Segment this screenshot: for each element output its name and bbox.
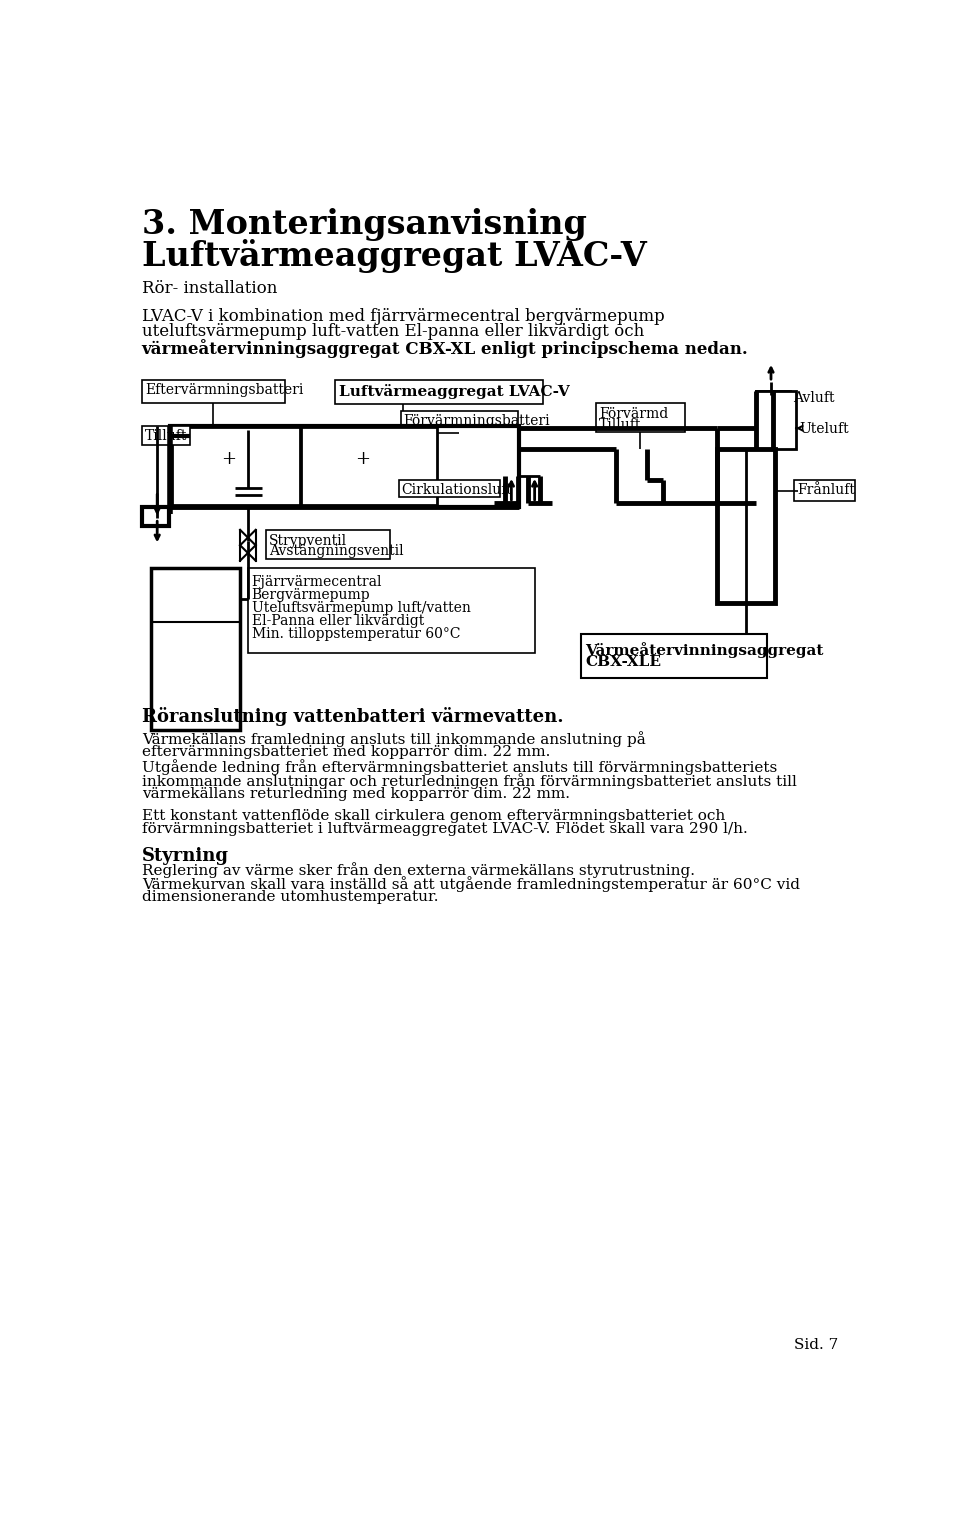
Text: dimensionerande utomhustemperatur.: dimensionerande utomhustemperatur. xyxy=(142,891,438,905)
Bar xyxy=(335,380,543,405)
Bar xyxy=(151,568,240,730)
Text: Strypventil: Strypventil xyxy=(269,533,347,547)
Bar xyxy=(756,391,773,431)
Text: Luftvärmeaggregat LVAC-V: Luftvärmeaggregat LVAC-V xyxy=(339,384,570,399)
Text: 3. Monteringsanvisning: 3. Monteringsanvisning xyxy=(142,208,587,241)
Text: Ett konstant vattenflöde skall cirkulera genom eftervärmningsbatteriet och: Ett konstant vattenflöde skall cirkulera… xyxy=(142,808,725,822)
Bar xyxy=(400,411,518,432)
Text: LVAC-V i kombination med fjärrvärmecentral bergvärmepump: LVAC-V i kombination med fjärrvärmecentr… xyxy=(142,309,664,325)
Text: Värmekurvan skall vara inställd så att utgående framledningstemperatur är 60°C v: Värmekurvan skall vara inställd så att u… xyxy=(142,877,800,892)
Text: Eftervärmningsbatteri: Eftervärmningsbatteri xyxy=(145,384,303,397)
Text: Cirkulationsluft: Cirkulationsluft xyxy=(401,483,513,497)
Text: Bergvärmepump: Bergvärmepump xyxy=(252,588,371,602)
Text: Värmekällans framledning ansluts till inkommande anslutning på: Värmekällans framledning ansluts till in… xyxy=(142,732,645,747)
Text: värmeåtervinningsaggregat CBX-XL enligt principschema nedan.: värmeåtervinningsaggregat CBX-XL enligt … xyxy=(142,339,749,358)
Bar xyxy=(756,391,796,449)
Bar xyxy=(266,530,390,559)
Text: eftervärmningsbatteriet med kopparrör dim. 22 mm.: eftervärmningsbatteriet med kopparrör di… xyxy=(142,746,550,759)
Text: värmekällans returledning med kopparrör dim. 22 mm.: värmekällans returledning med kopparrör … xyxy=(142,787,569,801)
Text: Förvärmningsbatteri: Förvärmningsbatteri xyxy=(403,414,550,428)
Text: Uteluft: Uteluft xyxy=(800,422,850,435)
Text: +: + xyxy=(355,451,370,468)
Text: Utgående ledning från eftervärmningsbatteriet ansluts till förvärmningsbatteriet: Utgående ledning från eftervärmningsbatt… xyxy=(142,759,777,775)
Bar xyxy=(774,391,790,431)
Bar xyxy=(172,428,300,506)
Bar xyxy=(581,634,767,678)
Text: Styrning: Styrning xyxy=(142,847,228,865)
Text: Förvärmd: Förvärmd xyxy=(599,406,668,420)
Text: El-Panna eller likvärdigt: El-Panna eller likvärdigt xyxy=(252,614,424,628)
Text: Reglering av värme sker från den externa värmekällans styrutrustning.: Reglering av värme sker från den externa… xyxy=(142,862,695,879)
Text: Uteluftsvärmepump luft/vatten: Uteluftsvärmepump luft/vatten xyxy=(252,601,470,614)
Bar xyxy=(717,449,775,604)
Text: inkommande anslutningar och returledningen från förvärmningsbatteriet ansluts ti: inkommande anslutningar och returledning… xyxy=(142,773,797,788)
Text: förvärmningsbatteriet i luftvärmeaggregatet LVAC-V. Flödet skall vara 290 l/h.: förvärmningsbatteriet i luftvärmeaggrega… xyxy=(142,822,748,836)
Bar xyxy=(142,380,285,403)
Text: CBX-XLE: CBX-XLE xyxy=(585,656,661,669)
Text: Tilluft: Tilluft xyxy=(145,429,187,443)
Text: Sid. 7: Sid. 7 xyxy=(794,1339,838,1352)
Text: Avluft: Avluft xyxy=(793,391,834,405)
Bar xyxy=(142,507,169,526)
Text: uteluftsvärmepump luft-vatten El-panna eller likvärdigt och: uteluftsvärmepump luft-vatten El-panna e… xyxy=(142,324,644,341)
Text: Luftvärmeaggregat LVAC-V: Luftvärmeaggregat LVAC-V xyxy=(142,238,646,274)
Text: Värmeåtervinningsaggregat: Värmeåtervinningsaggregat xyxy=(585,642,824,659)
Text: +: + xyxy=(221,451,236,468)
Text: Avstängningsventil: Avstängningsventil xyxy=(269,544,403,559)
Bar xyxy=(596,403,685,432)
Bar xyxy=(248,568,535,652)
Text: Frånluft: Frånluft xyxy=(798,483,855,497)
Bar xyxy=(170,426,519,507)
Bar xyxy=(142,426,190,445)
Bar xyxy=(399,480,500,497)
Text: Rör- installation: Rör- installation xyxy=(142,280,277,298)
Bar xyxy=(301,428,437,506)
Text: Tilluft: Tilluft xyxy=(599,419,641,432)
Text: Röranslutning vattenbatteri värmevatten.: Röranslutning vattenbatteri värmevatten. xyxy=(142,707,564,726)
Text: Min. tilloppstemperatur 60°C: Min. tilloppstemperatur 60°C xyxy=(252,626,460,640)
Text: Fjärrvärmecentral: Fjärrvärmecentral xyxy=(252,575,382,588)
Bar xyxy=(794,480,854,501)
